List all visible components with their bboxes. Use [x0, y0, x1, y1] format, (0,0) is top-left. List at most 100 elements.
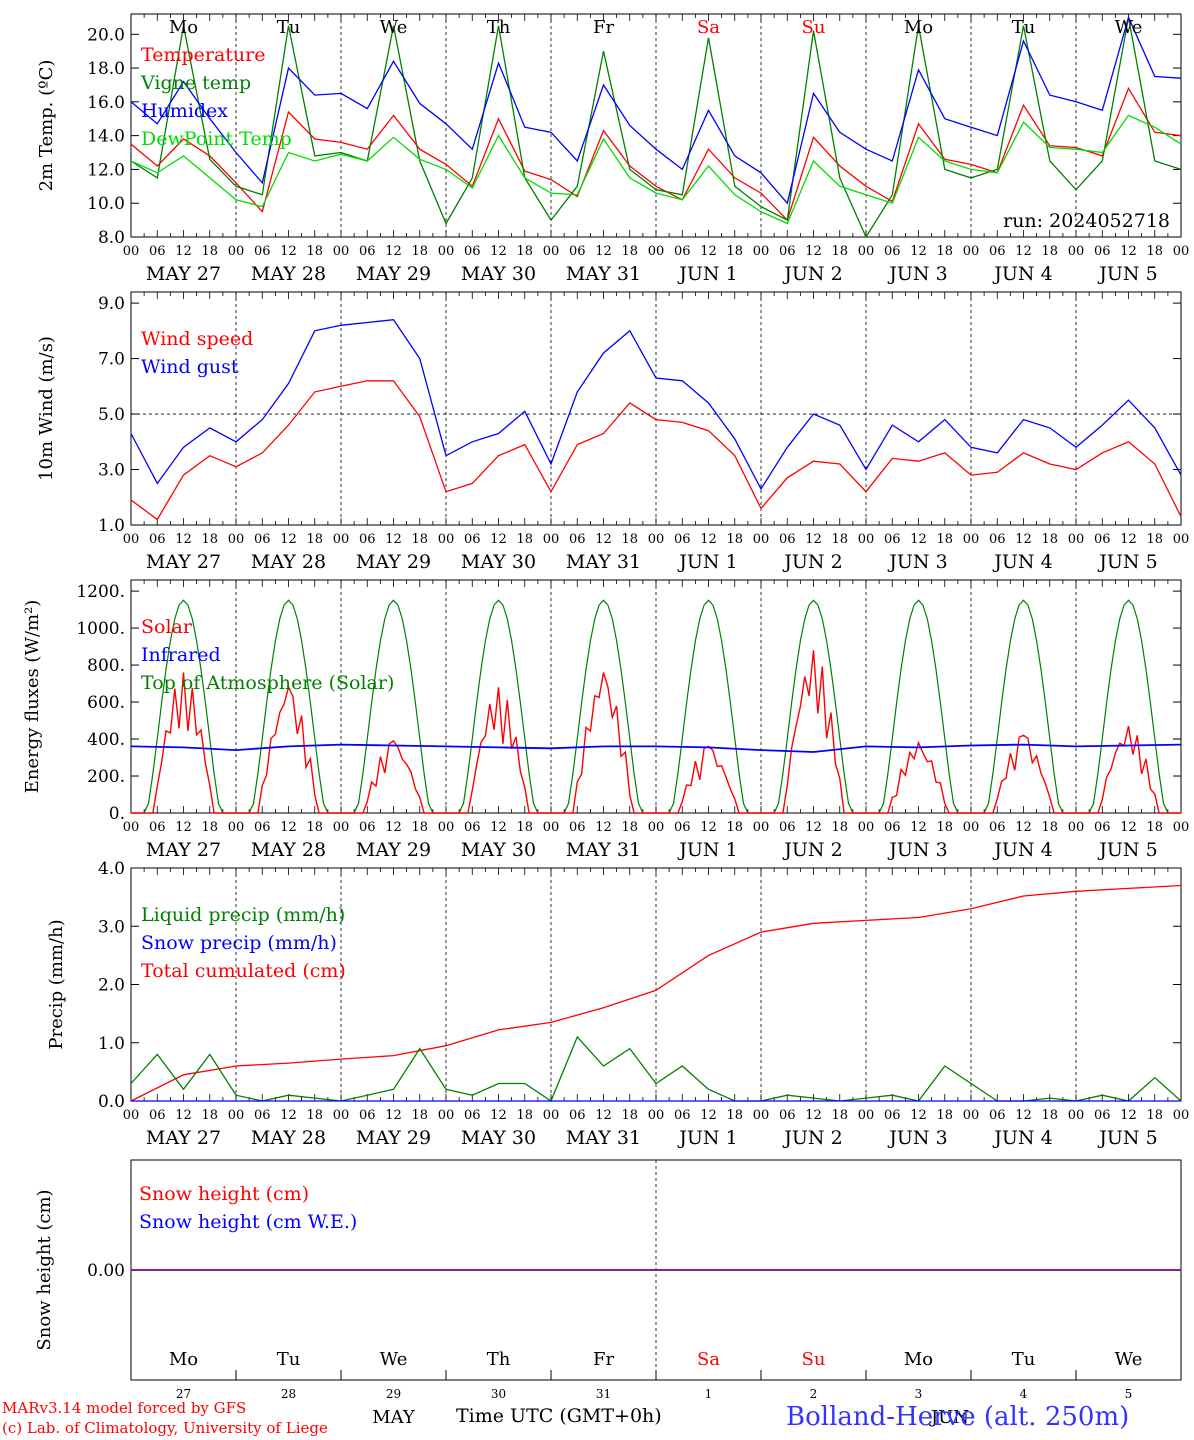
x-hour-label: 12	[595, 820, 612, 835]
x-hour-label: 06	[464, 532, 481, 547]
series-line-total-cumulated-cm-	[130, 884, 1182, 1102]
day-name-label: Su	[802, 1349, 826, 1370]
x-date-label: JUN 3	[887, 551, 947, 573]
x-hour-label: 18	[726, 1108, 743, 1123]
series-line-wind-gust	[130, 319, 1182, 491]
x-hour-label: 18	[621, 820, 638, 835]
x-hour-label: 18	[516, 244, 533, 259]
x-hour-label: 18	[1041, 244, 1058, 259]
y-tick-label: 20.0	[87, 25, 125, 45]
day-number-label: 4	[1020, 1387, 1028, 1401]
x-hour-label: 18	[1146, 532, 1163, 547]
x-axis-label: Time UTC (GMT+0h)	[456, 1405, 662, 1427]
x-hour-label: 00	[228, 244, 245, 259]
x-hour-label: 00	[1173, 1108, 1190, 1123]
x-hour-label: 18	[516, 820, 533, 835]
legend-entry: Total cumulated (cm)	[141, 960, 346, 982]
x-date-label: MAY 27	[146, 839, 221, 861]
x-hour-label: 18	[621, 1108, 638, 1123]
x-hour-label: 00	[438, 1108, 455, 1123]
x-hour-label: 18	[1041, 1108, 1058, 1123]
x-hour-label: 18	[201, 244, 218, 259]
day-name-label: Su	[802, 17, 826, 38]
day-name-label: Tu	[277, 1349, 301, 1370]
x-hour-label: 18	[201, 532, 218, 547]
x-date-label: JUN 5	[1097, 839, 1157, 861]
legend-entry: Snow height (cm)	[139, 1183, 309, 1205]
y-tick-label: 400.	[87, 730, 125, 750]
x-hour-label: 12	[490, 244, 507, 259]
x-date-label: JUN 4	[992, 839, 1052, 861]
day-name-label: Mo	[169, 1349, 198, 1370]
day-number-label: 5	[1125, 1387, 1133, 1401]
x-hour-label: 06	[254, 820, 271, 835]
x-date-label: JUN 4	[992, 551, 1052, 573]
x-hour-label: 18	[201, 820, 218, 835]
x-hour-label: 00	[228, 820, 245, 835]
y-tick-label: 3.0	[98, 917, 125, 937]
day-name-label: Th	[487, 1349, 511, 1370]
x-hour-label: 12	[490, 1108, 507, 1123]
x-date-label: MAY 28	[251, 551, 326, 573]
x-hour-label: 18	[831, 820, 848, 835]
x-date-label: JUN 2	[782, 263, 842, 285]
x-hour-label: 06	[359, 244, 376, 259]
x-hour-label: 06	[884, 244, 901, 259]
x-hour-label: 18	[831, 244, 848, 259]
x-date-label: MAY 28	[251, 1127, 326, 1149]
x-date-label: MAY 30	[461, 263, 536, 285]
x-hour-label: 18	[726, 820, 743, 835]
x-hour-label: 12	[280, 244, 297, 259]
x-date-label: MAY 31	[566, 551, 641, 573]
panel-wind: 1.0 3.0 5.0 7.0 9.0 10m Wind (m/s) 00 06 12 18 MAY…	[36, 291, 1189, 573]
x-hour-label: 12	[1015, 1108, 1032, 1123]
x-date-label: JUN 1	[677, 1127, 737, 1149]
x-date-label: MAY 29	[356, 839, 431, 861]
x-hour-label: 06	[779, 820, 796, 835]
day-name-label: Sa	[697, 1349, 720, 1370]
x-date-label: JUN 5	[1097, 551, 1157, 573]
x-hour-label: 12	[595, 1108, 612, 1123]
day-number-label: 29	[386, 1387, 401, 1401]
x-hour-label: 00	[438, 820, 455, 835]
x-hour-label: 00	[648, 820, 665, 835]
x-hour-label: 00	[438, 244, 455, 259]
x-hour-label: 18	[1146, 244, 1163, 259]
month-label: JUN	[929, 1407, 969, 1428]
day-name-label: Tu	[1012, 1349, 1036, 1370]
x-hour-label: 12	[910, 244, 927, 259]
x-hour-label: 00	[543, 820, 560, 835]
x-date-label: MAY 27	[146, 1127, 221, 1149]
x-hour-label: 12	[280, 1108, 297, 1123]
x-hour-label: 06	[149, 532, 166, 547]
legend-entry: Wind speed	[141, 328, 253, 350]
x-hour-label: 06	[674, 1108, 691, 1123]
x-date-label: MAY 31	[566, 263, 641, 285]
x-date-label: MAY 29	[356, 1127, 431, 1149]
x-hour-label: 06	[359, 1108, 376, 1123]
x-hour-label: 00	[753, 532, 770, 547]
y-tick-label: 4.0	[98, 859, 125, 879]
x-hour-label: 00	[753, 244, 770, 259]
x-hour-label: 06	[989, 1108, 1006, 1123]
x-hour-label: 06	[569, 820, 586, 835]
panel-frame	[130, 13, 1182, 238]
x-hour-label: 00	[123, 532, 140, 547]
x-hour-label: 06	[149, 244, 166, 259]
y-tick-label: 9.0	[98, 294, 125, 314]
legend-entry: Liquid precip (mm/h)	[141, 904, 345, 926]
x-hour-label: 06	[464, 1108, 481, 1123]
x-hour-label: 00	[963, 532, 980, 547]
day-name-label: Mo	[904, 1349, 933, 1370]
x-hour-label: 18	[201, 1108, 218, 1123]
day-number-label: 31	[596, 1387, 611, 1401]
x-hour-label: 12	[595, 532, 612, 547]
x-hour-label: 18	[306, 532, 323, 547]
x-hour-label: 18	[411, 1108, 428, 1123]
x-hour-label: 00	[333, 1108, 350, 1123]
x-hour-label: 00	[543, 532, 560, 547]
x-hour-label: 06	[884, 532, 901, 547]
x-hour-label: 18	[726, 244, 743, 259]
x-hour-label: 12	[910, 820, 927, 835]
legend-entry: DewPoint Temp	[141, 128, 292, 150]
